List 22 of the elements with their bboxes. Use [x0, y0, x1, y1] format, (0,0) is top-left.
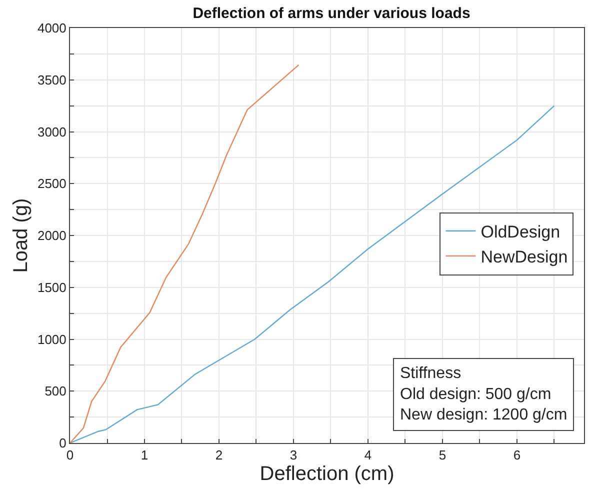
chart-title: Deflection of arms under various loads [192, 4, 470, 22]
y-tick-label: 3000 [37, 124, 66, 140]
y-tick-label: 1500 [37, 280, 66, 295]
y-tick-label: 4000 [37, 20, 66, 36]
y-axis-title: Load (g) [10, 198, 32, 273]
y-tick-label: 0 [59, 436, 66, 451]
y-tick-label: 2500 [37, 176, 66, 192]
legend-label: NewDesign [480, 248, 568, 267]
x-tick-label: 3 [290, 448, 298, 463]
x-tick-label: 1 [140, 448, 148, 463]
x-tick-label: 5 [438, 448, 446, 463]
y-tick-label: 2000 [37, 228, 66, 244]
line-series [70, 64, 300, 443]
y-tick-label: 3500 [37, 72, 66, 88]
x-tick-label: 2 [215, 448, 223, 463]
y-tick-label: 1000 [37, 332, 66, 347]
annotation: Stiffness Old design: 500 g/cm New design: 1200 g/cm [400, 365, 568, 424]
x-axis-title: Deflection (cm) [260, 463, 394, 486]
y-tick-label: 500 [44, 384, 66, 399]
x-tick-label: 6 [513, 448, 521, 463]
legend-label: OldDesign [480, 222, 560, 242]
x-tick-label: 4 [364, 448, 372, 463]
